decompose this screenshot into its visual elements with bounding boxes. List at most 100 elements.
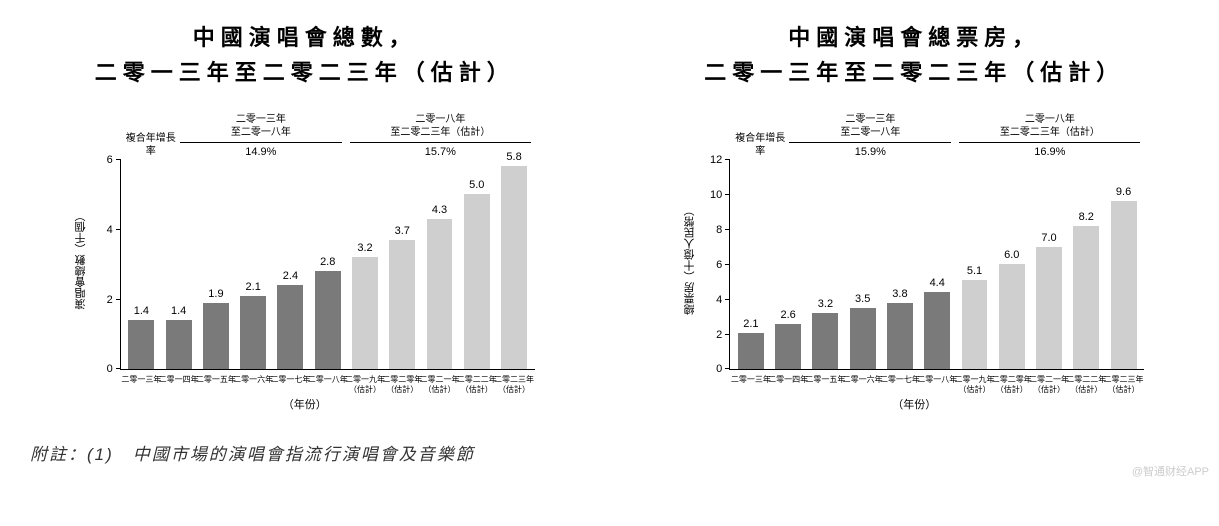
bar-value-label: 3.2 [357, 242, 372, 254]
bar: 4.3二零二一年（估計） [423, 204, 456, 370]
y-tick [116, 368, 121, 369]
chart-area: 總票房（十億人民幣） 複合年增長率 二零一三年 至二零一八年 15.9% 二零一… [674, 100, 1154, 420]
footnote: 附註：(1) 中國市場的演唱會指流行演唱會及音樂節 [30, 440, 1189, 465]
x-axis-title: （年份） [283, 396, 327, 412]
bar: 1.9二零一五年 [199, 288, 232, 370]
cagr-label: 複合年增長率 [126, 132, 176, 160]
x-tick-label: 二零一四年 [159, 375, 199, 385]
x-tick-label: 二零二三年（估計） [494, 375, 534, 394]
bar-rect [166, 320, 192, 369]
bar-rect [812, 313, 838, 369]
y-axis-label: 總票房（十億人民幣） [682, 205, 698, 315]
cagr-period-1: 二零一三年 至二零一八年 14.9% [176, 113, 346, 160]
bar: 2.4二零一七年 [274, 270, 307, 369]
x-tick-label: 二零二零年（估計） [992, 375, 1032, 394]
plot-area: 2.1二零一三年2.6二零一四年3.2二零一五年3.5二零一六年3.8二零一七年… [729, 160, 1144, 370]
bar-value-label: 3.2 [818, 298, 833, 310]
x-tick-label: 二零二零年（估計） [382, 375, 422, 394]
y-tick-label: 6 [716, 259, 722, 271]
bar-value-label: 2.1 [743, 318, 758, 330]
y-tick-label: 8 [716, 224, 722, 236]
bar-rect [389, 240, 415, 370]
bar-rect [464, 194, 490, 369]
x-tick-label: 二零一七年 [880, 375, 920, 385]
bar: 3.8二零一七年 [883, 288, 916, 370]
bar: 9.6二零二三年（估計） [1107, 186, 1140, 369]
x-tick-label: 二零二二年（估計） [1066, 375, 1106, 394]
bar-rect [501, 166, 527, 369]
bar: 1.4二零一三年 [125, 305, 158, 369]
chart-box-office: 中國演唱會總票房， 二零一三年至二零二三年（估計） 總票房（十億人民幣） 複合年… [640, 20, 1190, 420]
bar: 1.4二零一四年 [162, 305, 195, 369]
cagr-period-1: 二零一三年 至二零一八年 15.9% [785, 113, 955, 160]
x-tick-label: 二零一六年 [233, 375, 273, 385]
bar: 5.1二零一九年（估計） [958, 265, 991, 369]
chart-title-line1: 中國演唱會總票房， [704, 20, 1124, 55]
bar-rect [962, 280, 988, 369]
bar: 5.0二零二二年（估計） [460, 179, 493, 369]
x-tick-label: 二零一八年 [308, 375, 348, 385]
chart-title: 中國演唱會總數， 二零一三年至二零二三年（估計） [95, 20, 515, 90]
bar: 6.0二零二零年（估計） [995, 249, 1028, 369]
chart-title: 中國演唱會總票房， 二零一三年至二零二三年（估計） [704, 20, 1124, 90]
bar: 7.0二零二一年（估計） [1032, 232, 1065, 370]
x-axis-title: （年份） [892, 396, 936, 412]
cagr-header: 複合年增長率 二零一三年 至二零一八年 14.9% 二零一八年 至二零二三年（估… [120, 100, 535, 160]
x-tick-label: 二零一五年 [805, 375, 845, 385]
bar-rect [427, 219, 453, 370]
x-tick-label: 二零一九年（估計） [345, 375, 385, 394]
bar: 2.1二零一三年 [734, 318, 767, 370]
bar: 2.1二零一六年 [237, 281, 270, 370]
y-tick [116, 229, 121, 230]
y-tick-label: 0 [716, 363, 722, 375]
bar-rect [315, 271, 341, 369]
bar-value-label: 6.0 [1004, 249, 1019, 261]
bar-rect [1073, 226, 1099, 370]
x-tick-label: 二零二一年（估計） [420, 375, 460, 394]
bar: 2.6二零一四年 [772, 309, 805, 370]
chart-title-line1: 中國演唱會總數， [95, 20, 515, 55]
bar-value-label: 2.4 [283, 270, 298, 282]
bar: 3.5二零一六年 [846, 293, 879, 369]
bar-rect [850, 308, 876, 369]
bar-value-label: 5.1 [967, 265, 982, 277]
y-tick [725, 229, 730, 230]
bar-value-label: 2.6 [781, 309, 796, 321]
y-tick-label: 6 [107, 154, 113, 166]
watermark: @智通财经APP [1132, 463, 1209, 479]
bar: 3.2二零一五年 [809, 298, 842, 369]
chart-area: 演唱會總數（千個） 複合年增長率 二零一三年 至二零一八年 14.9% 二零一八… [65, 100, 545, 420]
x-tick-label: 二零一五年 [196, 375, 236, 385]
chart-concert-count: 中國演唱會總數， 二零一三年至二零二三年（估計） 演唱會總數（千個） 複合年增長… [30, 20, 580, 420]
bar: 8.2二零二二年（估計） [1070, 211, 1103, 370]
bar-rect [775, 324, 801, 370]
bar-value-label: 3.8 [892, 288, 907, 300]
y-tick [725, 334, 730, 335]
charts-row: 中國演唱會總數， 二零一三年至二零二三年（估計） 演唱會總數（千個） 複合年增長… [30, 20, 1189, 420]
x-tick-label: 二零一四年 [768, 375, 808, 385]
x-tick-label: 二零一六年 [843, 375, 883, 385]
bar: 4.4二零一八年 [921, 277, 954, 369]
bar-rect [924, 292, 950, 369]
bar-value-label: 3.7 [395, 225, 410, 237]
bar-value-label: 2.1 [246, 281, 261, 293]
bar-rect [352, 257, 378, 369]
bar: 3.2二零一九年（估計） [348, 242, 381, 369]
bar-rect [128, 320, 154, 369]
bar-rect [887, 303, 913, 370]
bar-value-label: 1.4 [171, 305, 186, 317]
y-tick-label: 12 [710, 154, 722, 166]
bar: 5.8二零二三年（估計） [497, 151, 530, 369]
bar-rect [240, 296, 266, 370]
y-tick-label: 0 [107, 363, 113, 375]
bar-value-label: 5.8 [506, 151, 521, 163]
cagr-label: 複合年增長率 [735, 132, 785, 160]
bar: 2.8二零一八年 [311, 256, 344, 369]
bar-value-label: 9.6 [1116, 186, 1131, 198]
bar-rect [203, 303, 229, 370]
y-tick-label: 4 [716, 294, 722, 306]
bar-rect [277, 285, 303, 369]
bar-rect [1036, 247, 1062, 370]
cagr-header: 複合年增長率 二零一三年 至二零一八年 15.9% 二零一八年 至二零二三年（估… [729, 100, 1144, 160]
x-tick-label: 二零二一年（估計） [1029, 375, 1069, 394]
